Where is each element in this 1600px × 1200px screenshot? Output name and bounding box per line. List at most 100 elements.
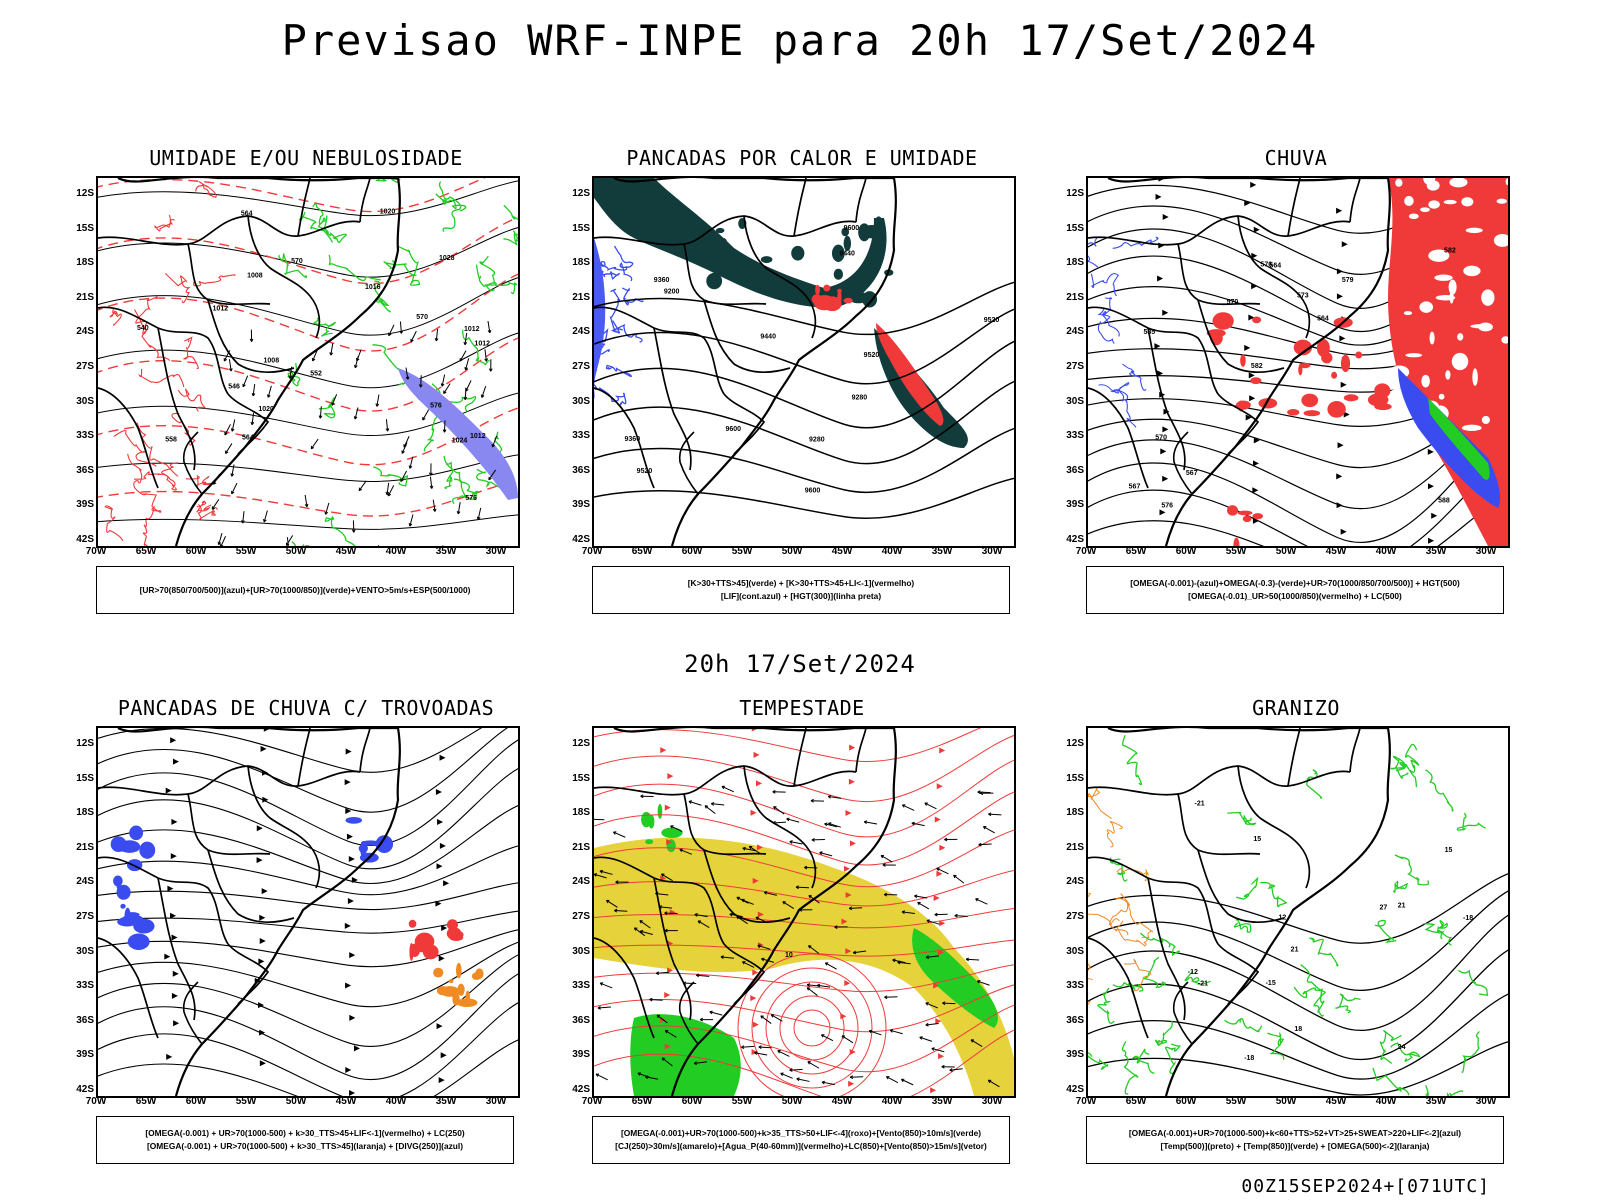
wind-vector: [599, 982, 613, 989]
wind-vector-head: [429, 485, 434, 489]
wind-vector-head: [880, 854, 885, 859]
wind-vector: [901, 1078, 914, 1086]
wind-vector-head: [400, 478, 404, 482]
wind-vector: [242, 375, 249, 387]
wind-vector: [310, 438, 319, 450]
wind-vector-head: [230, 428, 235, 432]
flow-arrow: [1337, 442, 1344, 449]
lon-label: 55W: [1225, 1096, 1247, 1107]
lon-label: 35W: [931, 546, 953, 557]
flow-arrow: [753, 751, 760, 758]
wind-vector-head: [936, 867, 940, 872]
contour-line: [142, 519, 149, 546]
contour-line: [1333, 993, 1361, 1014]
lon-label: 45W: [1325, 1096, 1347, 1107]
main-title: Previsao WRF-INPE para 20h 17/Set/2024: [281, 16, 1319, 65]
lat-label: 42S: [1066, 1084, 1084, 1095]
flow-arrow: [939, 844, 946, 851]
isoline: [1088, 993, 1508, 1080]
lat-label: 12S: [572, 188, 590, 199]
wind-vector-head: [242, 383, 246, 388]
shaded-area: [837, 288, 842, 293]
lat-label: 42S: [572, 534, 590, 545]
contour-line: [312, 203, 329, 235]
isoline: [98, 454, 518, 482]
lon-label: 40W: [1375, 1096, 1397, 1107]
contour-line: [503, 230, 518, 246]
contour-label: 582: [1251, 363, 1263, 370]
wind-vector-head: [763, 891, 768, 895]
lat-label: 39S: [1066, 499, 1084, 511]
wind-vector-head: [408, 523, 413, 527]
contour-label: 570: [1155, 434, 1167, 441]
wind-vector: [841, 1035, 854, 1044]
wind-vector: [890, 1029, 903, 1035]
panel-title-pancadas-trovoadas: PANCADAS DE CHUVA C/ TROVOADAS: [117, 696, 495, 720]
wind-vector-head: [925, 955, 930, 959]
contour-line: [503, 204, 518, 220]
state-border: [1147, 877, 1186, 1021]
lat-label: 36S: [76, 1014, 94, 1026]
isoline: [98, 941, 518, 1008]
wind-vector: [267, 385, 272, 398]
map-canvas-umidade: 1008 1012 1016 1012 1008 1012 1020 1020 1024 1028…: [98, 178, 518, 546]
shaded-area: [345, 816, 362, 824]
isoline: [1088, 949, 1508, 1061]
wind-vector: [443, 383, 451, 394]
flow-arrow: [436, 1023, 443, 1030]
flow-arrow: [843, 865, 850, 872]
wind-vector-head: [699, 1017, 704, 1022]
wind-vector-head: [463, 341, 468, 346]
contour-line: [598, 387, 627, 406]
wind-vector: [828, 795, 842, 799]
wind-vector-head: [401, 450, 405, 454]
wind-vector-head: [884, 995, 888, 1000]
wind-vector-head: [808, 945, 812, 949]
wind-vector-head: [331, 402, 335, 406]
coastline-estuary: [182, 431, 203, 495]
shaded-area: [1212, 312, 1234, 330]
wind-vector: [853, 950, 867, 954]
lon-label: 55W: [235, 1096, 257, 1107]
lat-label: 27S: [76, 361, 94, 372]
shaded-area: [864, 232, 880, 239]
state-border: [297, 728, 311, 787]
state-border: [247, 765, 321, 889]
wind-vector: [942, 1002, 956, 1005]
contour-label: 1012: [470, 433, 486, 440]
wind-vector-head: [606, 899, 610, 904]
shaded-area: [1449, 178, 1468, 188]
flow-arrow: [259, 914, 266, 921]
flow-arrow: [752, 1021, 759, 1028]
contour-line: [1457, 969, 1489, 996]
wind-vector-head: [773, 806, 777, 810]
wind-vector: [773, 806, 785, 815]
wind-vector: [400, 470, 408, 482]
flow-arrow: [752, 877, 759, 884]
contour-label: 570: [291, 258, 303, 265]
wind-vector: [886, 1076, 899, 1084]
contour-line: [1425, 769, 1454, 812]
wind-vector: [231, 464, 235, 477]
wind-vector-head: [488, 368, 493, 372]
wind-vector: [694, 1061, 708, 1064]
shaded-area: [841, 227, 850, 237]
lon-label: 40W: [881, 546, 903, 557]
lat-label: 30S: [76, 945, 94, 957]
flow-arrow: [171, 818, 178, 825]
contour-line: [109, 307, 122, 326]
flow-arrow: [170, 853, 177, 860]
flow-arrow: [259, 1060, 266, 1067]
isoline: [98, 514, 518, 530]
wind-vector: [869, 1030, 882, 1036]
lat-label: 15S: [572, 772, 590, 784]
contour-line: [1112, 981, 1144, 992]
isoline: [98, 728, 509, 813]
flow-arrow: [349, 1089, 356, 1096]
flow-arrow: [1253, 437, 1260, 444]
shaded-area: [360, 840, 380, 846]
wind-vector-head: [821, 1034, 825, 1038]
wind-vector-head: [694, 912, 698, 917]
wind-vector-head: [354, 364, 358, 369]
shaded-area: [1242, 515, 1252, 523]
